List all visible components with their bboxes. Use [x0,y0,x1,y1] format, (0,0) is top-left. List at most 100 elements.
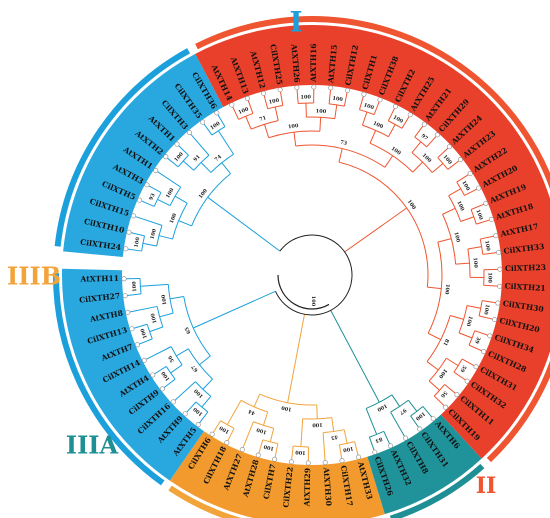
bootstrap-value: 100 [149,228,158,240]
bootstrap-value: 56 [439,389,448,399]
branch [373,101,380,115]
bootstrap-value: 100 [406,199,417,211]
branch [127,248,142,252]
branch [328,89,332,104]
branch [226,400,242,425]
bootstrap-value: 100 [295,449,306,456]
branch [410,406,424,417]
branch [178,220,192,227]
branch [427,242,443,334]
branch [139,278,142,294]
branch [433,395,445,407]
branch [148,185,162,194]
clade-band-i [62,268,204,481]
branch [464,188,478,196]
leaf-label: CilXTH23 [505,263,546,273]
leaf-node-marker [174,141,180,147]
clade-band-i [63,53,224,258]
bootstrap-value: 100 [464,315,473,327]
branch [291,445,294,460]
bootstrap-value: 100 [193,387,205,399]
leaf-node-marker [339,458,345,464]
leaf-node-marker [322,460,328,466]
bootstrap-value: 100 [390,146,402,157]
leaf-node-marker [403,435,409,441]
leaf-node-marker [125,309,131,315]
bootstrap-value: 93 [148,192,157,201]
leaf-node-marker [407,112,413,118]
root-bootstrap: 100 [310,296,316,307]
leaf-node-marker [421,121,427,127]
branch [456,181,465,196]
branch [329,103,345,107]
bootstrap-value: 56 [167,354,176,363]
bootstrap-value: 100 [363,102,375,111]
bootstrap-value: 100 [300,94,311,100]
leaf-label: CilXTH27 [79,291,121,304]
leaf-node-marker [493,233,499,239]
leaf-node-marker [123,246,129,252]
branch [170,364,183,374]
leaf-node-marker [170,399,176,405]
leaf-node-marker [122,293,128,299]
branch [165,366,176,380]
branch [446,357,459,367]
bootstrap-value: 100 [165,187,176,199]
branch [362,124,389,138]
leaf-node-marker [131,213,137,219]
bootstrap-value: 100 [392,114,404,125]
branch [343,92,348,107]
leaf-node-marker [163,154,169,160]
leaf-node-marker [224,440,230,446]
clade-label-iiib: IIIB [7,262,61,291]
branch [269,428,275,442]
leaf-node-marker [277,87,283,93]
branch [316,404,318,419]
branch [414,125,424,138]
bootstrap-value: 100 [375,402,387,412]
branch [391,394,401,407]
leaf-label: AtXTH30 [322,466,334,506]
clade-label-i: I [289,6,302,39]
branch [268,130,320,139]
branch [298,102,314,105]
bootstrap-value: 100 [209,120,221,131]
branch [199,411,209,424]
clade-label-ii: II [476,473,497,499]
leaf-node-marker [443,404,449,410]
leaf-node-marker [255,452,261,458]
branch [274,443,279,458]
branch [390,411,405,437]
leaf-node-marker [495,300,501,306]
branch [217,114,226,127]
branch [407,399,418,412]
branch [195,381,212,397]
branch [142,242,157,247]
branch [422,406,433,418]
bootstrap-value: 39 [473,336,481,345]
branch [195,401,209,413]
leaf-node-marker [430,416,436,422]
leaf-node-marker [239,447,245,453]
branch [200,162,212,173]
branch [369,142,414,173]
branch [306,116,335,120]
branch [460,216,475,222]
branch [448,195,462,222]
bootstrap-value: 74 [214,154,224,163]
bootstrap-value: 100 [280,404,292,412]
leaf-node-marker [244,95,250,101]
branch [140,283,169,287]
branch [186,401,197,413]
leaf-node-marker [311,84,317,90]
clade-ring-iiib [168,485,242,518]
leaf-node-marker [159,386,165,392]
branch [253,393,261,408]
branch [368,436,375,451]
branch [130,232,145,237]
branch [401,116,410,129]
bootstrap-value: 67 [190,363,199,373]
leaf-node-marker [214,110,220,116]
branch [334,104,338,119]
